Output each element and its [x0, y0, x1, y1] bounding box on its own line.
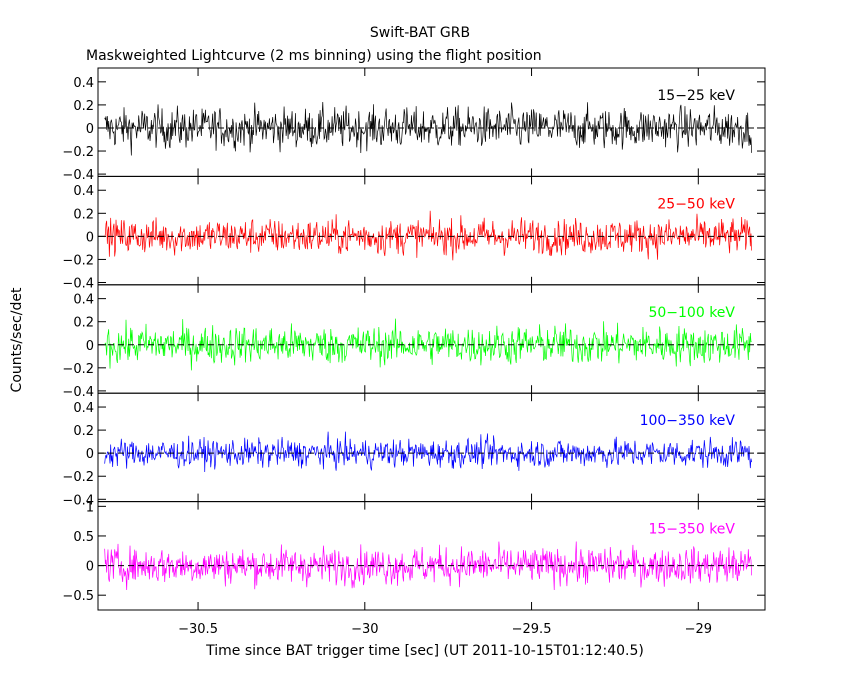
series-label-2: 50−100 keV — [648, 305, 735, 321]
y-tick-label-4-1: 0 — [86, 560, 94, 575]
y-tick-label-2-3: 0.2 — [73, 316, 94, 331]
y-tick-label-0-2: 0 — [86, 122, 94, 137]
y-tick-label-4-2: 0.5 — [73, 530, 94, 545]
panels-group: −0.4 −0.2 0 0.2 0.4 15−25 keV −0.4 −0.2 0 0.2 0.4 2… — [62, 67, 766, 637]
y-tick-label-4-0: −0.5 — [62, 589, 94, 604]
y-tick-label-2-1: −0.2 — [62, 362, 94, 377]
chart-title: Swift-BAT GRB — [370, 25, 470, 41]
y-tick-label-3-2: 0 — [86, 447, 94, 462]
y-tick-label-2-4: 0.4 — [73, 293, 94, 308]
series-line-0 — [104, 101, 753, 156]
y-tick-label-1-0: −0.4 — [62, 276, 94, 291]
series-label-0: 15−25 keV — [657, 88, 735, 104]
y-tick-label-0-4: 0.4 — [73, 76, 94, 91]
chart-subtitle: Maskweighted Lightcurve (2 ms binning) u… — [86, 48, 542, 64]
y-tick-label-3-0: −0.4 — [62, 493, 94, 508]
panel-frame-4 — [97, 501, 766, 611]
y-tick-label-0-0: −0.4 — [62, 168, 94, 183]
y-tick-label-3-3: 0.2 — [73, 424, 94, 439]
y-tick-label-3-1: −0.2 — [62, 470, 94, 485]
x-tick-label-3: −29 — [685, 622, 712, 637]
x-axis-label: Time since BAT trigger time [sec] (UT 20… — [205, 643, 644, 659]
x-tick-label-0: −30.5 — [178, 622, 218, 637]
panel-frame-1 — [97, 175, 766, 286]
panel-frame-2 — [97, 284, 766, 394]
x-tick-label-1: −30 — [351, 622, 378, 637]
panel-frame-3 — [97, 392, 766, 503]
y-tick-label-1-4: 0.4 — [73, 184, 94, 199]
y-tick-label-1-1: −0.2 — [62, 253, 94, 268]
y-tick-label-4-3: 1 — [86, 500, 94, 515]
y-tick-label-2-2: 0 — [86, 339, 94, 354]
series-label-1: 25−50 keV — [657, 196, 735, 212]
series-label-3: 100−350 keV — [640, 413, 736, 429]
series-label-4: 15−350 keV — [648, 522, 735, 538]
x-tick-label-2: −29.5 — [512, 622, 552, 637]
y-tick-label-1-3: 0.2 — [73, 207, 94, 222]
y-tick-label-0-1: −0.2 — [62, 145, 94, 160]
y-tick-label-2-0: −0.4 — [62, 385, 94, 400]
series-line-1 — [104, 210, 753, 261]
y-tick-label-0-3: 0.2 — [73, 99, 94, 114]
y-axis-label: Counts/sec/det — [9, 287, 25, 392]
series-line-3 — [104, 431, 753, 472]
series-line-4 — [104, 541, 753, 591]
y-tick-label-1-2: 0 — [86, 230, 94, 245]
y-tick-label-3-4: 0.4 — [73, 401, 94, 416]
